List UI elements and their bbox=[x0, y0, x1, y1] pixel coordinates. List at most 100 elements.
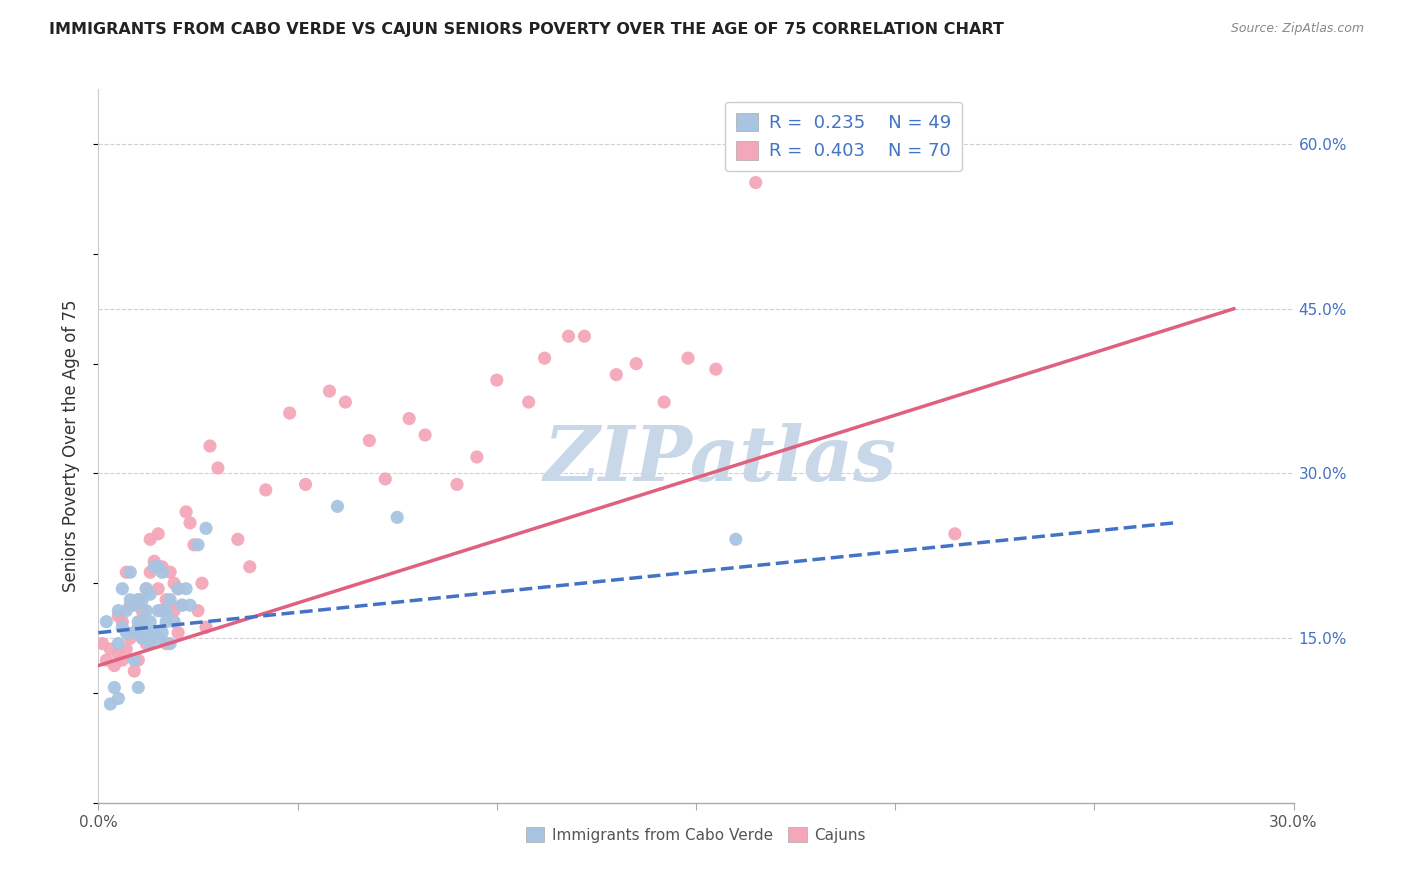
Point bbox=[143, 554, 166, 568]
Point bbox=[172, 598, 194, 612]
Point bbox=[150, 559, 173, 574]
Point bbox=[139, 587, 162, 601]
Point bbox=[91, 637, 114, 651]
Point bbox=[127, 615, 149, 629]
Point bbox=[465, 450, 488, 464]
Point bbox=[139, 637, 162, 651]
Point bbox=[745, 176, 768, 190]
Point bbox=[226, 533, 249, 547]
Point bbox=[163, 604, 186, 618]
Point bbox=[127, 592, 149, 607]
Point bbox=[943, 526, 966, 541]
Point bbox=[163, 615, 186, 629]
Point bbox=[135, 637, 157, 651]
Point bbox=[148, 526, 170, 541]
Point bbox=[179, 598, 201, 612]
Point bbox=[574, 329, 596, 343]
Point bbox=[127, 653, 149, 667]
Point bbox=[207, 461, 229, 475]
Point bbox=[359, 434, 381, 448]
Point bbox=[98, 697, 122, 711]
Point bbox=[159, 566, 181, 580]
Point bbox=[159, 598, 181, 612]
Point bbox=[124, 653, 146, 667]
Point bbox=[120, 566, 142, 580]
Point bbox=[127, 620, 149, 634]
Point bbox=[150, 604, 173, 618]
Point bbox=[167, 582, 190, 596]
Point bbox=[413, 428, 436, 442]
Point bbox=[191, 576, 214, 591]
Point bbox=[115, 604, 138, 618]
Text: Source: ZipAtlas.com: Source: ZipAtlas.com bbox=[1230, 22, 1364, 36]
Point bbox=[135, 582, 157, 596]
Point bbox=[167, 625, 190, 640]
Text: ZIPatlas: ZIPatlas bbox=[543, 424, 897, 497]
Point bbox=[111, 582, 134, 596]
Point bbox=[150, 604, 173, 618]
Point bbox=[198, 439, 221, 453]
Point bbox=[318, 384, 340, 398]
Point bbox=[148, 604, 170, 618]
Point bbox=[131, 604, 153, 618]
Point bbox=[446, 477, 468, 491]
Point bbox=[143, 559, 166, 574]
Point bbox=[294, 477, 316, 491]
Point bbox=[131, 592, 153, 607]
Point bbox=[103, 681, 125, 695]
Point bbox=[143, 625, 166, 640]
Point bbox=[103, 658, 125, 673]
Point bbox=[131, 631, 153, 645]
Point bbox=[120, 592, 142, 607]
Point bbox=[107, 637, 129, 651]
Point bbox=[150, 625, 173, 640]
Point bbox=[159, 592, 181, 607]
Point bbox=[724, 533, 747, 547]
Point bbox=[120, 631, 142, 645]
Point bbox=[179, 516, 201, 530]
Point bbox=[155, 592, 177, 607]
Point bbox=[174, 582, 197, 596]
Point bbox=[111, 653, 134, 667]
Point bbox=[150, 566, 173, 580]
Point bbox=[652, 395, 675, 409]
Point bbox=[557, 329, 579, 343]
Point bbox=[107, 691, 129, 706]
Point bbox=[107, 609, 129, 624]
Point bbox=[98, 642, 122, 657]
Point bbox=[172, 598, 194, 612]
Point bbox=[124, 664, 146, 678]
Point bbox=[124, 625, 146, 640]
Point bbox=[135, 604, 157, 618]
Point bbox=[254, 483, 277, 497]
Point bbox=[124, 625, 146, 640]
Point bbox=[159, 637, 181, 651]
Point bbox=[111, 615, 134, 629]
Point bbox=[676, 351, 699, 366]
Point bbox=[139, 533, 162, 547]
Point bbox=[148, 559, 170, 574]
Point bbox=[398, 411, 420, 425]
Point bbox=[326, 500, 349, 514]
Point bbox=[485, 373, 508, 387]
Point bbox=[183, 538, 205, 552]
Point bbox=[704, 362, 727, 376]
Point bbox=[111, 620, 134, 634]
Point bbox=[533, 351, 555, 366]
Y-axis label: Seniors Poverty Over the Age of 75: Seniors Poverty Over the Age of 75 bbox=[62, 300, 80, 592]
Legend: Immigrants from Cabo Verde, Cajuns: Immigrants from Cabo Verde, Cajuns bbox=[520, 821, 872, 848]
Point bbox=[148, 631, 170, 645]
Point bbox=[115, 642, 138, 657]
Point bbox=[96, 653, 118, 667]
Point bbox=[135, 625, 157, 640]
Point bbox=[115, 625, 138, 640]
Point bbox=[124, 598, 146, 612]
Point bbox=[131, 615, 153, 629]
Point bbox=[131, 631, 153, 645]
Point bbox=[107, 604, 129, 618]
Point bbox=[148, 582, 170, 596]
Point bbox=[96, 615, 118, 629]
Point bbox=[155, 604, 177, 618]
Point bbox=[115, 566, 138, 580]
Point bbox=[278, 406, 301, 420]
